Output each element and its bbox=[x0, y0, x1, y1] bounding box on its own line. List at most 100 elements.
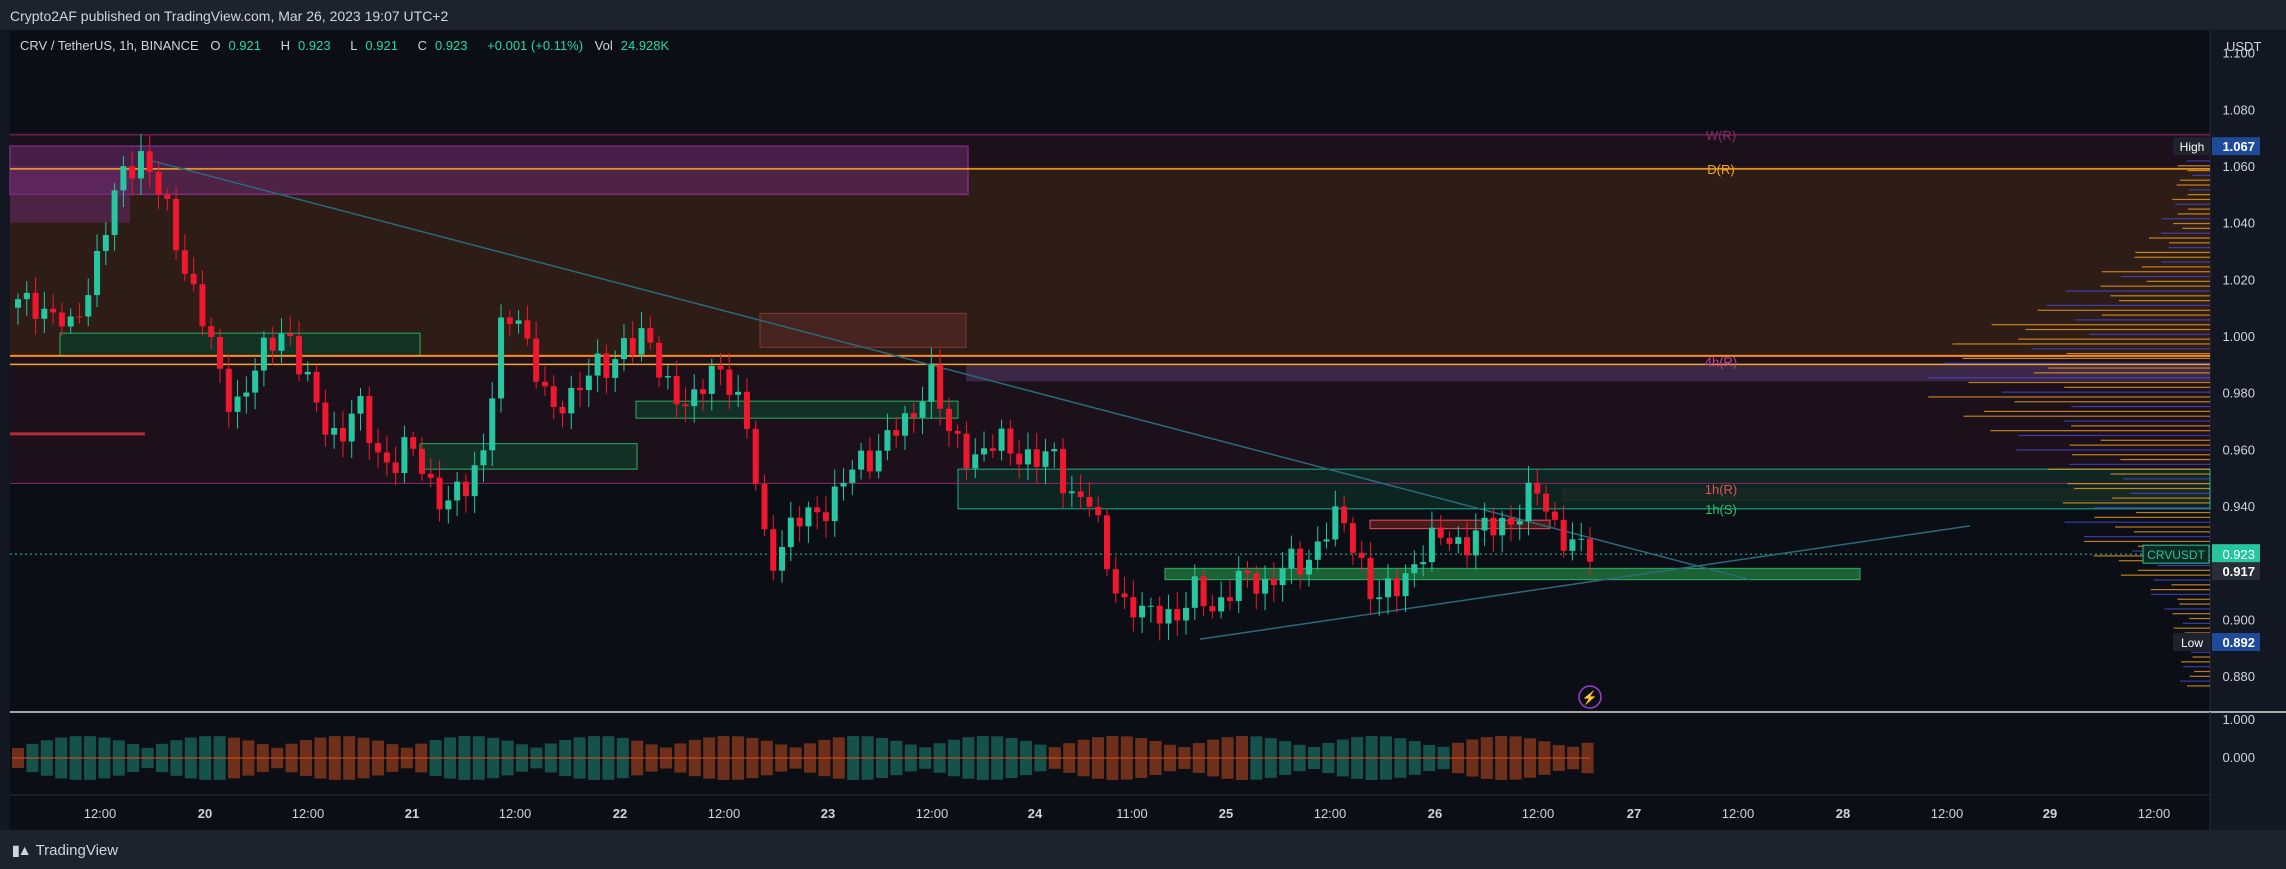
candle-body bbox=[1367, 557, 1374, 600]
candle-body bbox=[1226, 597, 1233, 601]
x-tick-label: 12:00 bbox=[708, 806, 741, 821]
volume-profile-bar bbox=[2164, 608, 2210, 610]
volume-profile-bar bbox=[2150, 589, 2210, 591]
volume-profile-bar bbox=[2177, 213, 2210, 215]
candle-body bbox=[129, 166, 136, 179]
candle-body bbox=[858, 450, 865, 470]
lightning-icon bbox=[1578, 685, 1602, 709]
y-tick-label: 1.000 bbox=[2222, 329, 2255, 344]
candle-body bbox=[550, 386, 557, 407]
volume-profile-bar bbox=[2046, 304, 2210, 307]
supply-box-edge bbox=[10, 166, 130, 223]
level-label: 1h(S) bbox=[1705, 502, 1737, 517]
candle-body bbox=[919, 401, 926, 418]
volume-profile-bar bbox=[2153, 579, 2210, 581]
candle-body bbox=[568, 387, 575, 414]
footer-bar bbox=[0, 830, 2286, 869]
candle-body bbox=[884, 430, 891, 451]
volume-profile-bar bbox=[2161, 218, 2210, 220]
candle-body bbox=[366, 396, 373, 444]
price-badge-tag bbox=[2173, 633, 2210, 651]
resistance-band-4h bbox=[966, 364, 2210, 382]
candle-body bbox=[454, 481, 461, 501]
candle-body bbox=[1446, 537, 1453, 544]
volume-profile-bar bbox=[2063, 420, 2210, 422]
candle-body bbox=[375, 443, 382, 453]
volume-profile-bar bbox=[2188, 208, 2210, 210]
volume-profile-bar bbox=[2190, 651, 2210, 653]
candle-body bbox=[1139, 605, 1146, 618]
candle-body bbox=[691, 389, 698, 407]
candle-body bbox=[577, 387, 584, 391]
volume-profile-bar bbox=[1962, 357, 2210, 360]
volume-profile-bar bbox=[2074, 319, 2210, 321]
candle-body bbox=[629, 338, 636, 355]
candle-body bbox=[901, 413, 908, 436]
candle-body bbox=[533, 338, 540, 382]
candle-body bbox=[1385, 578, 1392, 598]
volume-profile-bar bbox=[2100, 285, 2210, 287]
y-tick-label: 0.880 bbox=[2222, 669, 2255, 684]
candle-body bbox=[1358, 552, 1365, 558]
volume-profile-bar bbox=[2173, 222, 2210, 225]
ohlc-close: C 0.923 bbox=[417, 38, 468, 53]
volume-profile-bar bbox=[2142, 266, 2210, 268]
candle-body bbox=[1191, 576, 1198, 608]
candle-body bbox=[998, 428, 1005, 451]
price-badge bbox=[2212, 137, 2260, 156]
volume-profile-bar bbox=[1968, 381, 2210, 384]
candle-body bbox=[752, 428, 759, 484]
candle-body bbox=[787, 517, 794, 548]
tradingview-brand[interactable]: ▮▲ TradingView bbox=[12, 842, 118, 859]
volume-profile-bar bbox=[2182, 227, 2210, 229]
volume-profile-bar bbox=[2192, 174, 2210, 176]
red-marker-left bbox=[10, 432, 145, 436]
volume-profile-bar bbox=[2187, 194, 2210, 196]
volume-profile-bar bbox=[1927, 377, 2210, 379]
level-label: 4h(R) bbox=[1705, 355, 1738, 370]
ohlc-high: H 0.923 bbox=[280, 38, 331, 53]
candle-body bbox=[1165, 609, 1172, 624]
candle-body bbox=[822, 512, 829, 522]
candle-body bbox=[41, 308, 48, 319]
volume-profile-bar bbox=[2194, 670, 2210, 673]
candle-body bbox=[1455, 537, 1462, 544]
candle-body bbox=[893, 430, 900, 436]
candle-body bbox=[735, 391, 742, 395]
x-tick-label: 12:00 bbox=[916, 806, 949, 821]
candle-body bbox=[1560, 519, 1567, 551]
symbol-name[interactable]: CRV / TetherUS, 1h, BINANCE bbox=[20, 38, 199, 53]
candle-body bbox=[1270, 578, 1277, 585]
candle-body bbox=[1411, 564, 1418, 574]
candle-body bbox=[708, 365, 715, 394]
candle-body bbox=[1244, 570, 1251, 574]
candle-body bbox=[928, 364, 935, 402]
candle-body bbox=[796, 517, 803, 527]
candle-body bbox=[1437, 527, 1444, 538]
supply-box-mid bbox=[759, 312, 967, 348]
candle-body bbox=[1218, 597, 1225, 612]
candle-body bbox=[1376, 597, 1383, 600]
oscillator-tick: 0.000 bbox=[2222, 750, 2255, 765]
symbol-legend: CRV / TetherUS, 1h, BINANCE O 0.921 H 0.92… bbox=[20, 38, 685, 53]
volume-profile-bar bbox=[2173, 627, 2210, 629]
candle-body bbox=[489, 398, 496, 451]
candle-body bbox=[1130, 597, 1137, 618]
volume-profile-bar bbox=[2120, 458, 2210, 461]
candle-body bbox=[1349, 523, 1356, 553]
x-tick-label: 12:00 bbox=[1722, 806, 1755, 821]
candle-body bbox=[620, 338, 627, 360]
x-tick-label: 20 bbox=[198, 806, 212, 821]
volume-profile-bar bbox=[2187, 169, 2210, 172]
volume-profile-bar bbox=[2161, 261, 2210, 263]
volume-profile-bar bbox=[1928, 396, 2210, 398]
candle-body bbox=[1341, 506, 1348, 524]
price-badge-value: 1.067 bbox=[2222, 139, 2255, 154]
ohlc-low: L 0.921 bbox=[350, 38, 398, 53]
candle-body bbox=[1525, 482, 1532, 522]
candle-body bbox=[805, 507, 812, 527]
candle-body bbox=[287, 333, 294, 337]
y-tick-label: 0.960 bbox=[2222, 442, 2255, 457]
volume-profile-bar bbox=[2135, 251, 2210, 254]
